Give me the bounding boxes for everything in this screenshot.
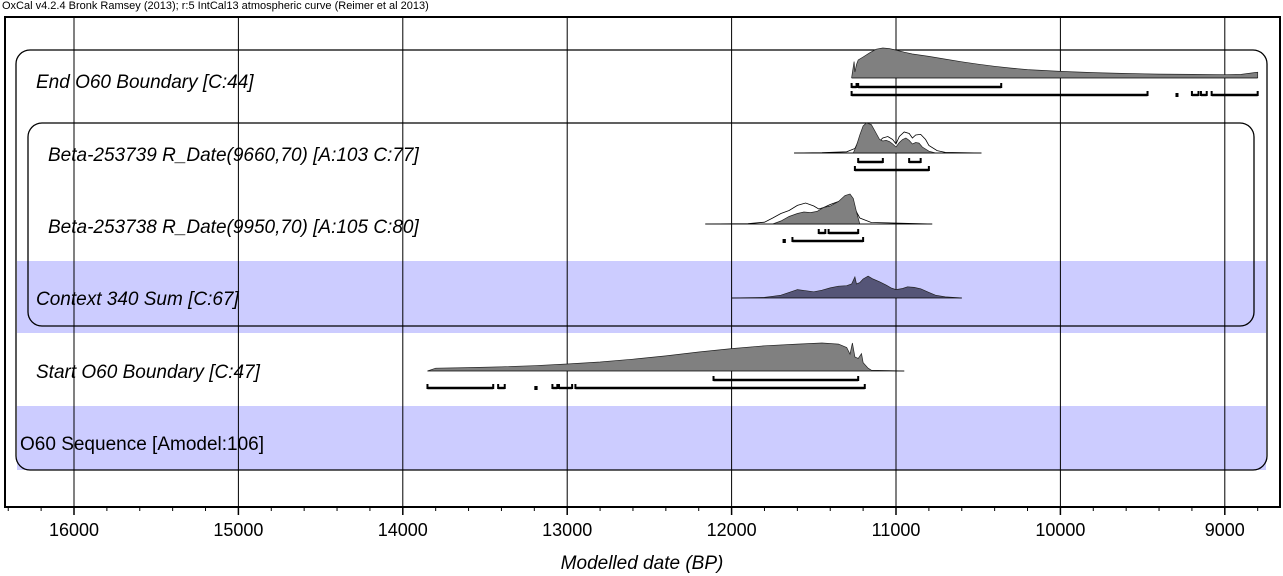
phase-box	[27, 122, 1255, 327]
r68-range-0-1	[857, 83, 1003, 89]
tick-label-12000: 12000	[707, 520, 757, 540]
r95-range-0-0	[850, 91, 1149, 97]
row-label-3: Context 340 Sum [C:67]	[36, 289, 239, 310]
row-band-5	[17, 406, 1266, 470]
r95-range-4-3	[551, 384, 559, 390]
r95-range-4-2	[534, 386, 538, 390]
r68-range-0-0	[850, 83, 858, 89]
r95-range-2-0	[782, 239, 786, 243]
r95-range-0-1	[1175, 93, 1179, 97]
posterior-area-2	[772, 194, 860, 224]
row-label-2: Beta-253738 R_Date(9950,70) [A:105 C:80]	[48, 217, 419, 238]
group-boxes	[15, 49, 1268, 471]
x-axis-title: Modelled date (BP)	[561, 553, 724, 574]
r95-range-0-3	[1199, 91, 1208, 97]
row-label-0: End O60 Boundary [C:44]	[36, 72, 254, 93]
r68-range-4-0	[712, 376, 860, 382]
row-labels: End O60 Boundary [C:44] Beta-253739 R_Dat…	[20, 72, 419, 455]
r95-range-4-4	[557, 384, 574, 390]
posterior-area-0	[851, 48, 1258, 78]
r68-range-1-1	[908, 158, 922, 164]
r95-range-0-4	[1210, 91, 1259, 97]
r68-range-2-1	[827, 229, 860, 235]
posterior-outline-3	[731, 275, 962, 299]
r95-range-4-5	[574, 384, 866, 390]
tick-label-11000: 11000	[872, 520, 921, 540]
r95-range-1-0	[853, 166, 930, 172]
r95-range-0-2	[1190, 91, 1200, 97]
posterior-area-4	[427, 343, 905, 371]
tick-label-14000: 14000	[378, 520, 428, 540]
r95-range-4-1	[497, 384, 506, 390]
posterior-outline-0	[851, 47, 1259, 79]
r95-range-4-0	[426, 384, 495, 390]
row-label-5: O60 Sequence [Amodel:106]	[20, 434, 264, 455]
tick-label-13000: 13000	[542, 520, 592, 540]
r68-range-1-0	[857, 158, 884, 164]
row-backgrounds	[17, 261, 1266, 470]
grid-lines	[73, 18, 1226, 507]
tick-label-15000: 15000	[213, 520, 263, 540]
x-axis: 16000 15000 14000 13000 12000 11000 10000 9000	[7, 507, 1259, 540]
tick-label-10000: 10000	[1035, 520, 1085, 540]
tick-label-16000: 16000	[49, 520, 99, 540]
plot-frame	[4, 16, 1281, 508]
row-label-1: Beta-253739 R_Date(9660,70) [A:103 C:77]	[48, 145, 419, 166]
chart-header: OxCal v4.2.4 Bronk Ramsey (2013); r:5 In…	[2, 0, 429, 12]
row-label-4: Start O60 Boundary [C:47]	[36, 362, 261, 383]
posterior-outline-4	[427, 342, 905, 372]
posterior-outline-2	[772, 193, 861, 225]
posterior-area-1	[853, 123, 936, 153]
distributions	[426, 47, 1259, 390]
r68-range-2-0	[817, 229, 827, 235]
sequence-box	[15, 49, 1268, 471]
posterior-outline-1	[852, 122, 936, 154]
r95-range-2-1	[791, 237, 865, 243]
row-band-3	[17, 261, 1266, 333]
tick-label-9000: 9000	[1205, 520, 1245, 540]
